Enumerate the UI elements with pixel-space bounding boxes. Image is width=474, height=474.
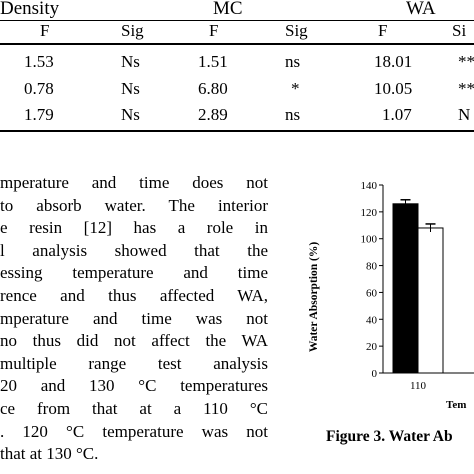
table-subheader-f-1: F: [40, 21, 50, 40]
table-rule-header: [0, 43, 474, 45]
table-cell: ns: [285, 105, 301, 124]
y-tick-label: 20: [366, 341, 378, 353]
table-group-mc: MC: [213, 0, 243, 19]
x-tick-label: 110: [410, 380, 427, 392]
table-rule-bottom: [0, 130, 474, 132]
paragraph-line: ce from that at a 110 °C: [0, 398, 268, 418]
table-subheader-f-3: F: [378, 21, 388, 40]
table-cell: **: [458, 79, 474, 98]
y-tick-label: 60: [366, 287, 378, 299]
table-cell: **: [458, 52, 474, 71]
table-cell: 1.07: [382, 105, 412, 124]
table-cell: 2.89: [198, 105, 228, 124]
paragraph-line: essing temperature and time: [0, 263, 268, 283]
y-tick-label: 0: [372, 368, 378, 380]
y-tick-label: 140: [361, 180, 378, 192]
table-cell: Ns: [121, 105, 140, 124]
table-rule-mid: [0, 20, 474, 21]
table-cell: 10.05: [374, 79, 413, 98]
paragraph-line: rence and thus affected WA,: [0, 285, 268, 305]
water-absorption-chart: 0 20 40 60 80 100 120 140 110 Water Absorption …: [308, 180, 474, 411]
paragraph-line: that at 130 °C.: [0, 444, 99, 464]
paragraph-line: mperature and time was not: [0, 308, 268, 328]
table-cell: 0.78: [24, 79, 54, 98]
table-group-wa: WA: [406, 0, 436, 19]
table-subheader-sig-3: Si: [452, 21, 467, 40]
paragraph-line: e resin [12] has a role in: [0, 218, 268, 238]
x-axis-label: Tem: [446, 399, 466, 411]
table-subheader-sig-1: Sig: [121, 21, 144, 40]
paragraph-line: 20 and 130 °C temperatures: [0, 376, 268, 396]
paragraph-line: no thus did not affect the WA: [0, 331, 268, 351]
table-cell: 18.01: [374, 52, 413, 71]
table-cell: 1.53: [24, 52, 54, 71]
paragraph-line: . 120 °C temperature was not: [0, 421, 268, 441]
bar-1: [392, 203, 419, 374]
y-axis-label: Water Absorption (%): [308, 242, 320, 352]
table-cell: 1.51: [198, 52, 228, 71]
bar-2: [417, 227, 444, 374]
table-cell: N: [458, 105, 471, 124]
table-cell: *: [291, 79, 300, 98]
figure-caption: Figure 3. Water Ab: [326, 428, 453, 445]
table-subheader-sig-2: Sig: [285, 21, 308, 40]
y-tick-label: 40: [366, 314, 378, 326]
table-cell: 6.80: [198, 79, 228, 98]
paragraph-line: to absorb water. The interior: [0, 195, 268, 215]
y-tick-label: 120: [361, 207, 378, 219]
table-cell: 1.79: [24, 105, 54, 124]
body-paragraph: mperature and time does not to absorb wa…: [0, 172, 268, 466]
table-cell: ns: [285, 52, 301, 71]
y-tick-label: 80: [366, 261, 378, 273]
paragraph-line: mperature and time does not: [0, 173, 268, 192]
table-cell: Ns: [121, 52, 140, 71]
table-group-density: Density: [0, 0, 60, 19]
paragraph-line: l analysis showed that the: [0, 240, 268, 260]
paragraph-line: multiple range test analysis: [0, 353, 268, 373]
table-cell: Ns: [121, 79, 140, 98]
y-tick-label: 100: [361, 234, 378, 246]
table-subheader-f-2: F: [209, 21, 219, 40]
